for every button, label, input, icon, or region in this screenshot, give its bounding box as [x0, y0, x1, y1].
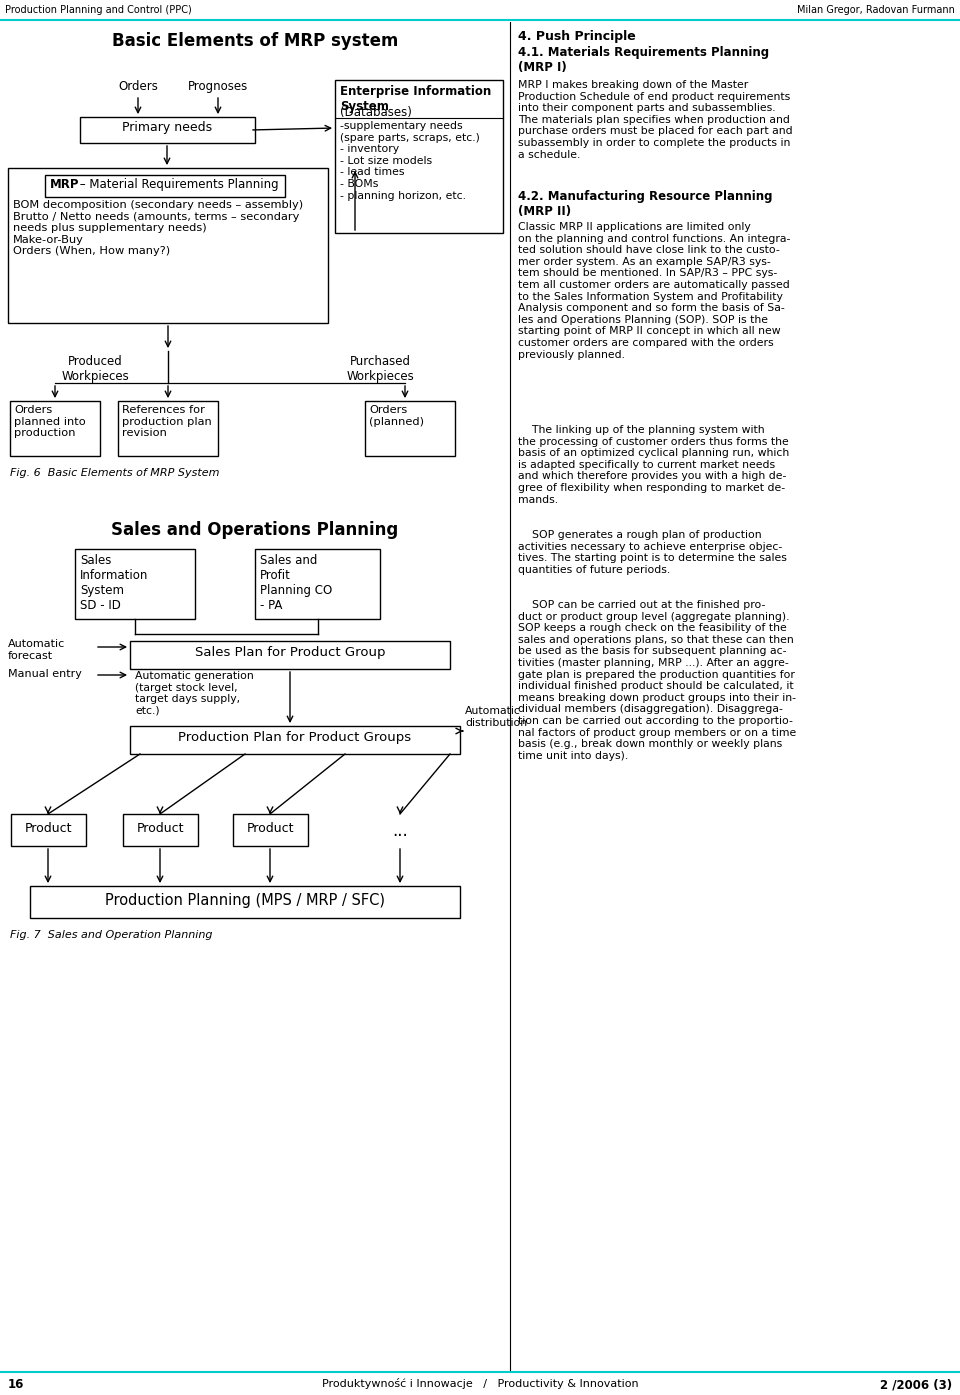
Text: Primary needs: Primary needs	[123, 121, 212, 134]
Text: Manual entry: Manual entry	[8, 670, 82, 679]
FancyBboxPatch shape	[45, 174, 285, 197]
FancyBboxPatch shape	[255, 550, 380, 619]
Text: MRP I makes breaking down of the Master
Production Schedule of end product requi: MRP I makes breaking down of the Master …	[518, 80, 793, 159]
Text: 16: 16	[8, 1378, 24, 1391]
Text: Automatic
distribution: Automatic distribution	[465, 706, 527, 728]
Text: – Material Requirements Planning: – Material Requirements Planning	[76, 179, 278, 191]
Text: Production Planning and Control (PPC): Production Planning and Control (PPC)	[5, 6, 192, 15]
Text: Purchased
Workpieces: Purchased Workpieces	[347, 354, 414, 384]
Text: BOM decomposition (secondary needs – assembly)
Brutto / Netto needs (amounts, te: BOM decomposition (secondary needs – ass…	[13, 199, 303, 257]
Text: Classic MRP II applications are limited only
on the planning and control functio: Classic MRP II applications are limited …	[518, 222, 790, 360]
Text: Product: Product	[136, 822, 183, 836]
Text: (Databases): (Databases)	[340, 106, 412, 119]
Text: Orders
(planned): Orders (planned)	[369, 405, 424, 427]
FancyBboxPatch shape	[335, 80, 503, 233]
Text: SOP can be carried out at the finished pro-
duct or product group level (aggrega: SOP can be carried out at the finished p…	[518, 600, 796, 760]
Text: Automatic
forecast: Automatic forecast	[8, 639, 65, 661]
FancyBboxPatch shape	[75, 550, 195, 619]
Text: Orders: Orders	[118, 80, 158, 93]
Text: Prognoses: Prognoses	[188, 80, 248, 93]
Text: The linking up of the planning system with
the processing of customer orders thu: The linking up of the planning system wi…	[518, 425, 789, 505]
Text: Produktywność i Innowacje   /   Productivity & Innovation: Produktywność i Innowacje / Productivity…	[322, 1378, 638, 1389]
Text: Produced
Workpieces: Produced Workpieces	[61, 354, 129, 384]
Text: Production Planning (MPS / MRP / SFC): Production Planning (MPS / MRP / SFC)	[105, 893, 385, 908]
Text: -supplementary needs
(spare parts, scraps, etc.)
- inventory
- Lot size models
-: -supplementary needs (spare parts, scrap…	[340, 121, 480, 201]
Text: Sales
Information
System
SD - ID: Sales Information System SD - ID	[80, 554, 149, 612]
FancyBboxPatch shape	[118, 400, 218, 456]
FancyBboxPatch shape	[80, 117, 255, 144]
Text: Production Plan for Product Groups: Production Plan for Product Groups	[179, 731, 412, 744]
Text: 4.2. Manufacturing Resource Planning
(MRP II): 4.2. Manufacturing Resource Planning (MR…	[518, 190, 773, 218]
Text: 2 /2006 (3): 2 /2006 (3)	[880, 1378, 952, 1391]
Text: Product: Product	[247, 822, 294, 836]
Text: Automatic generation
(target stock level,
target days supply,
etc.): Automatic generation (target stock level…	[135, 671, 253, 716]
FancyBboxPatch shape	[130, 725, 460, 755]
Text: Sales and Operations Planning: Sales and Operations Planning	[111, 520, 398, 538]
FancyBboxPatch shape	[365, 400, 455, 456]
FancyBboxPatch shape	[130, 640, 450, 670]
FancyBboxPatch shape	[10, 400, 100, 456]
Text: Sales Plan for Product Group: Sales Plan for Product Group	[195, 646, 385, 658]
Text: Sales and
Profit
Planning CO
- PA: Sales and Profit Planning CO - PA	[260, 554, 332, 612]
Text: Enterprise Information
System: Enterprise Information System	[340, 85, 492, 113]
FancyBboxPatch shape	[233, 815, 308, 845]
FancyBboxPatch shape	[8, 167, 328, 324]
Text: SOP generates a rough plan of production
activities necessary to achieve enterpr: SOP generates a rough plan of production…	[518, 530, 787, 575]
Text: 4. Push Principle: 4. Push Principle	[518, 31, 636, 43]
Text: Fig. 6  Basic Elements of MRP System: Fig. 6 Basic Elements of MRP System	[10, 467, 220, 478]
Text: Product: Product	[24, 822, 72, 836]
Text: References for
production plan
revision: References for production plan revision	[122, 405, 212, 438]
Text: Fig. 7  Sales and Operation Planning: Fig. 7 Sales and Operation Planning	[10, 930, 212, 940]
Text: ...: ...	[392, 822, 408, 840]
FancyBboxPatch shape	[30, 886, 460, 918]
Text: MRP: MRP	[50, 179, 80, 191]
Text: Orders
planned into
production: Orders planned into production	[14, 405, 85, 438]
Text: Basic Elements of MRP system: Basic Elements of MRP system	[111, 32, 398, 50]
FancyBboxPatch shape	[11, 815, 86, 845]
FancyBboxPatch shape	[123, 815, 198, 845]
Text: Milan Gregor, Radovan Furmann: Milan Gregor, Radovan Furmann	[797, 6, 955, 15]
Text: 4.1. Materials Requirements Planning
(MRP I): 4.1. Materials Requirements Planning (MR…	[518, 46, 769, 74]
